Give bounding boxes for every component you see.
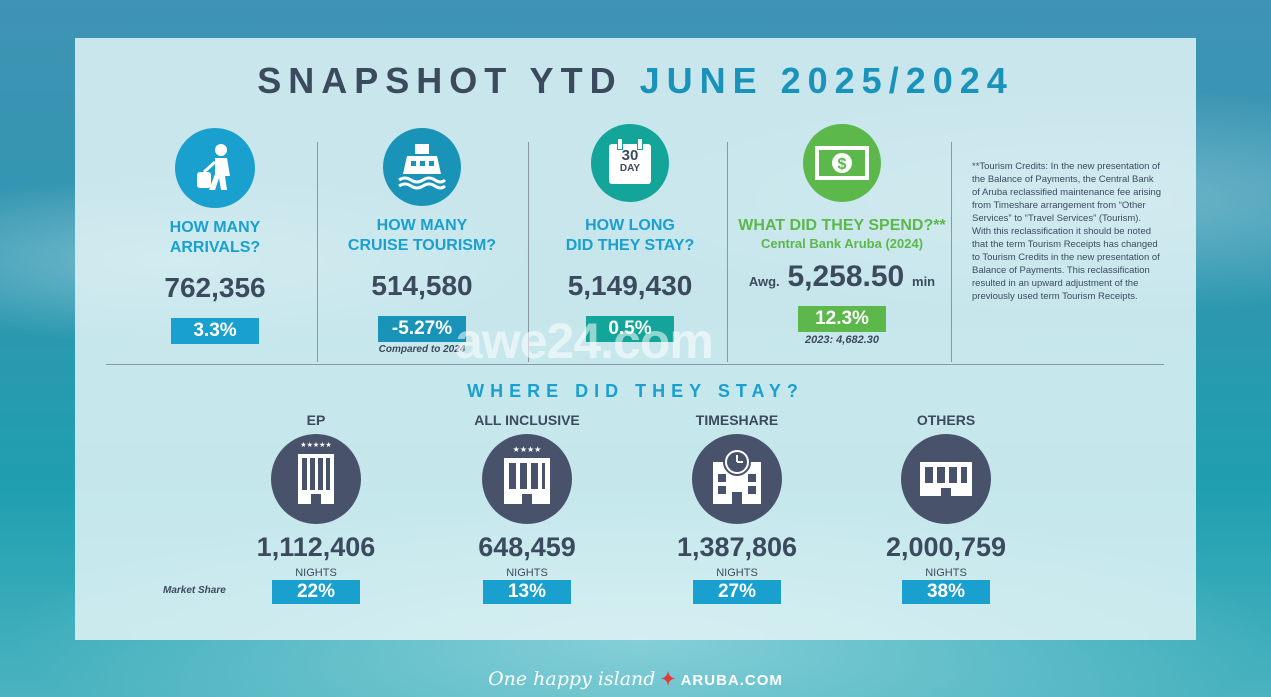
watermark: awe24.com <box>455 313 714 369</box>
timeshare-value: 1,387,806 <box>676 532 798 562</box>
star-icon: ✦ <box>660 669 676 689</box>
calendar-icon: 30 DAY <box>591 124 669 202</box>
cruise-compared-note: Compared to 2024 <box>378 344 466 355</box>
timeshare-clock-building-icon <box>692 434 782 524</box>
tourism-credits-note: **Tourism Credits: In the new presentati… <box>972 161 1162 302</box>
divider <box>951 142 952 362</box>
stat-spend: $ WHAT DID THEY SPEND?** Central Bank Ar… <box>735 124 949 346</box>
footer-brand: One happy island ✦ ARUBA.COM <box>0 668 1271 690</box>
arrivals-value: 762,356 <box>164 272 266 303</box>
spend-question: WHAT DID THEY SPEND?** Central Bank Arub… <box>738 217 946 251</box>
cruise-change-badge: -5.27% <box>378 316 466 342</box>
stay-others: OTHERS 2,000,759 NIGHTS 38% <box>836 412 1056 604</box>
stay-change-badge: 0.5% <box>586 316 674 342</box>
stay-question: HOW LONG DID THEY STAY? <box>565 217 695 254</box>
page-title: SNAPSHOT YTD JUNE 2025/2024 <box>0 60 1271 102</box>
stat-length-of-stay: 30 DAY HOW LONG DID THEY STAY? 5,149,430… <box>550 124 710 342</box>
stay-value: 5,149,430 <box>567 270 693 301</box>
timeshare-share-badge: 27% <box>693 580 781 604</box>
hotel-building-icon: ★★★★ <box>482 434 572 524</box>
spend-2023-note: 2023: 4,682.30 <box>804 334 879 346</box>
market-share-label: Market Share <box>163 585 226 596</box>
hotel-building-icon: ★★★★★ <box>271 434 361 524</box>
divider <box>727 142 728 362</box>
horizontal-divider <box>106 364 1164 365</box>
arrivals-change-badge: 3.3% <box>171 318 259 344</box>
title-part1: SNAPSHOT YTD <box>257 60 623 101</box>
section-title: WHERE DID THEY STAY? <box>467 381 804 401</box>
stay-all-inclusive: ALL INCLUSIVE ★★★★ 648,459 NIGHTS 13% <box>417 412 637 604</box>
money-icon: $ <box>803 124 881 202</box>
stay-timeshare: TIMESHARE 1,387,806 NIGHTS 27% <box>627 412 847 604</box>
others-value: 2,000,759 <box>885 532 1007 562</box>
all-inclusive-value: 648,459 <box>478 532 576 562</box>
all-inclusive-share-badge: 13% <box>483 580 571 604</box>
slogan: One happy island <box>488 668 656 690</box>
cruise-value: 514,580 <box>371 270 473 301</box>
apartment-building-icon <box>901 434 991 524</box>
stay-ep: EP ★★★★★ 1,112,406 NIGHTS 22% <box>206 412 426 604</box>
title-part2: JUNE 2025/2024 <box>639 60 1014 101</box>
traveler-icon <box>175 128 255 208</box>
stat-arrivals: HOW MANY ARRIVALS? 762,356 3.3% <box>135 128 295 344</box>
spend-change-badge: 12.3% <box>798 306 886 332</box>
svg-text:$: $ <box>838 156 847 173</box>
divider <box>528 142 529 362</box>
others-share-badge: 38% <box>902 580 990 604</box>
spend-value: 5,258.50 <box>787 260 905 293</box>
spend-value-row: Awg. 5,258.50 min <box>748 260 936 293</box>
ep-share-badge: 22% <box>272 580 360 604</box>
arrivals-question: HOW MANY ARRIVALS? <box>169 219 261 256</box>
cruise-ship-icon <box>383 128 461 206</box>
cruise-question: HOW MANY CRUISE TOURISM? <box>347 217 497 254</box>
stat-cruise: HOW MANY CRUISE TOURISM? 514,580 -5.27% … <box>338 128 506 355</box>
site-link[interactable]: ARUBA.COM <box>680 672 783 689</box>
ep-value: 1,112,406 <box>256 532 376 562</box>
divider <box>317 142 318 362</box>
